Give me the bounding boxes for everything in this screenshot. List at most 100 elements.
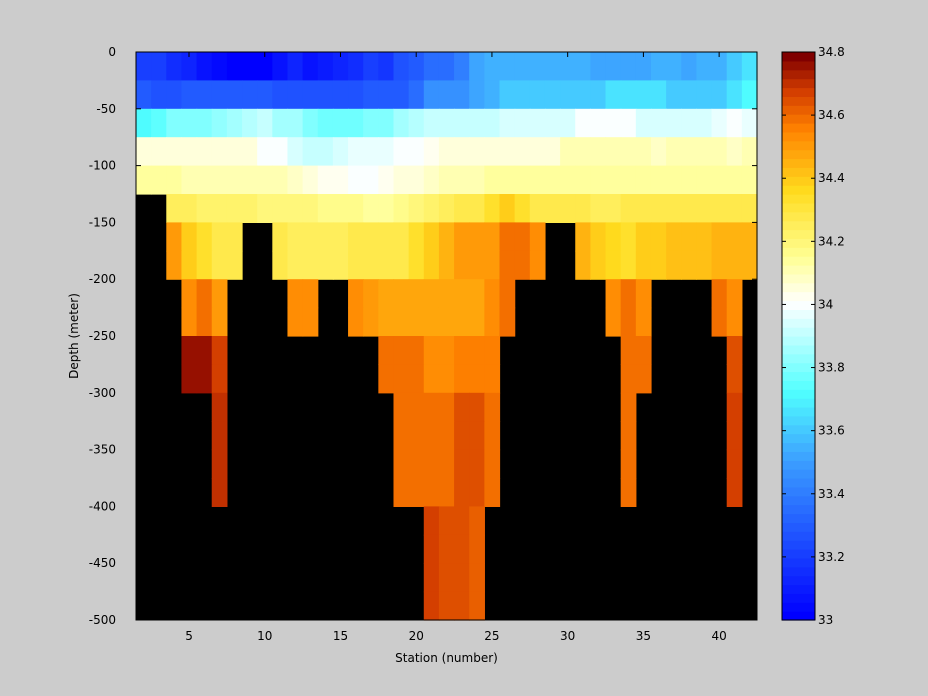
heatmap-cell xyxy=(423,80,440,110)
heatmap-cell xyxy=(287,279,304,309)
heatmap-cell xyxy=(454,222,470,252)
heatmap-cell xyxy=(363,250,379,280)
heatmap-cell xyxy=(166,194,183,223)
heatmap-cell xyxy=(620,80,637,110)
heatmap-cell xyxy=(438,449,455,479)
heatmap-cell xyxy=(499,194,516,223)
colorbar-step xyxy=(782,158,815,168)
y-tick-label: -250 xyxy=(89,329,116,343)
heatmap-cell xyxy=(348,165,364,195)
heatmap-cell xyxy=(514,137,531,167)
heatmap-cell xyxy=(454,108,470,138)
heatmap-cell xyxy=(529,52,546,81)
heatmap-cell xyxy=(590,250,607,280)
heatmap-cell xyxy=(166,165,183,195)
heatmap-cell xyxy=(272,52,289,81)
y-tick-label: -450 xyxy=(89,556,116,570)
colorbar-step xyxy=(782,87,815,97)
colorbar: 33 33.2 33.4 33.6 33.8 34 34.2 34.4 34.6 34.8 xyxy=(781,45,845,627)
heatmap-cell xyxy=(726,108,743,138)
heatmap-cell xyxy=(408,478,425,507)
heatmap-cell xyxy=(560,80,576,110)
heatmap-cell xyxy=(590,52,607,81)
colorbar-step xyxy=(782,353,815,364)
heatmap-cell xyxy=(348,279,364,309)
heatmap-cell xyxy=(454,506,470,536)
colorbar-step xyxy=(782,344,815,355)
heatmap-cell xyxy=(181,108,198,138)
heatmap-cell xyxy=(681,52,698,81)
heatmap-cell xyxy=(408,421,425,451)
heatmap-cell xyxy=(408,52,425,81)
heatmap-cell xyxy=(393,279,410,309)
colorbar-step xyxy=(782,584,815,594)
heatmap-cell xyxy=(650,80,667,110)
heatmap-cell xyxy=(514,165,531,195)
heatmap-cell xyxy=(242,108,258,138)
heatmap-cell xyxy=(650,137,667,167)
heatmap-cell xyxy=(666,165,682,195)
heatmap-cell xyxy=(211,80,228,110)
colorbar-step xyxy=(782,415,815,426)
heatmap-cell xyxy=(484,80,501,110)
heatmap-cell xyxy=(726,307,743,337)
colorbar-tick-label: 34 xyxy=(818,297,833,311)
heatmap-cell xyxy=(181,250,198,280)
y-axis-label: Depth (meter) xyxy=(67,293,81,379)
heatmap-cell xyxy=(590,137,607,167)
heatmap-cell xyxy=(423,222,440,252)
heatmap-cell xyxy=(332,194,349,223)
heatmap-cell xyxy=(408,364,425,394)
heatmap-cell xyxy=(272,137,289,167)
heatmap-cell xyxy=(257,52,273,81)
heatmap-cell xyxy=(287,165,304,195)
heatmap-cell xyxy=(211,392,228,422)
heatmap-cell xyxy=(635,250,652,280)
heatmap-cell xyxy=(620,250,637,280)
heatmap-cell xyxy=(196,165,213,195)
heatmap-cell xyxy=(302,279,319,309)
heatmap-cell xyxy=(226,165,243,195)
heatmap-cell xyxy=(696,137,713,167)
heatmap-cell xyxy=(272,80,289,110)
heatmap-cell xyxy=(590,165,607,195)
heatmap-cell xyxy=(438,563,455,593)
heatmap-cell xyxy=(726,364,743,394)
heatmap-cell xyxy=(469,52,485,81)
heatmap-cell xyxy=(499,307,516,337)
heatmap-cell xyxy=(151,80,167,110)
heatmap-cell xyxy=(196,80,213,110)
heatmap-cell xyxy=(332,165,349,195)
heatmap-cell xyxy=(544,80,561,110)
heatmap-cell xyxy=(635,80,652,110)
x-tick-label: 30 xyxy=(560,629,575,643)
heatmap-cell xyxy=(378,307,395,337)
heatmap-cell xyxy=(438,421,455,451)
colorbar-step xyxy=(782,424,815,435)
heatmap-cell xyxy=(605,194,622,223)
y-tick-label: 0 xyxy=(108,45,116,59)
colorbar-step xyxy=(782,566,815,577)
heatmap-cell xyxy=(454,137,470,167)
heatmap-cell xyxy=(650,52,667,81)
heatmap-cell xyxy=(726,137,743,167)
heatmap-cell xyxy=(438,336,455,365)
heatmap-cell xyxy=(287,194,304,223)
y-tick-label: -150 xyxy=(89,215,116,229)
heatmap-cell xyxy=(575,194,591,223)
heatmap-cell xyxy=(635,137,652,167)
colorbar-step xyxy=(782,398,815,408)
heatmap-cell xyxy=(575,108,591,138)
heatmap-cell xyxy=(635,336,652,365)
heatmap-cell xyxy=(393,137,410,167)
heatmap-cell xyxy=(408,80,425,110)
heatmap-cell xyxy=(408,222,425,252)
heatmap-cell xyxy=(423,250,440,280)
heatmap-cell xyxy=(620,279,637,309)
heatmap-cell xyxy=(211,364,228,394)
heatmap-cell xyxy=(196,364,213,394)
heatmap-cell xyxy=(484,279,501,309)
colorbar-tick-label: 33 xyxy=(818,613,833,627)
heatmap-cell xyxy=(711,222,728,252)
heatmap-cell xyxy=(257,165,273,195)
